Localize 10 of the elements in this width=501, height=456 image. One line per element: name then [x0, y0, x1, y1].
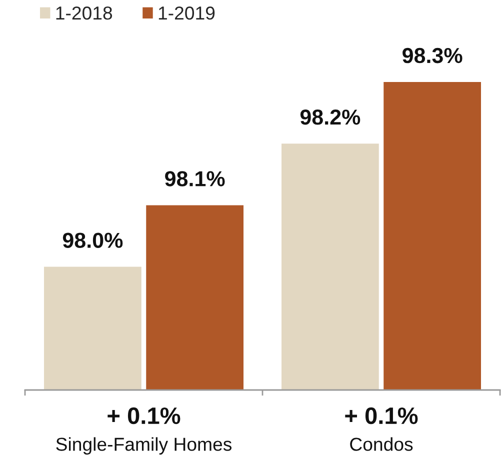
- data-label: 98.2%: [300, 110, 360, 125]
- data-label: 98.0%: [62, 232, 123, 248]
- x-tick-label: Condos: [350, 437, 413, 451]
- data-label: 98.1%: [165, 171, 225, 186]
- data-label: 98.3%: [402, 48, 462, 64]
- legend-label: 1-2019: [158, 6, 215, 20]
- x-tick-label: Single-Family Homes: [56, 437, 232, 455]
- text: + 0.1%: [108, 407, 180, 424]
- legend-label: 1-2018: [56, 6, 112, 20]
- text: + 0.1%: [345, 407, 418, 424]
